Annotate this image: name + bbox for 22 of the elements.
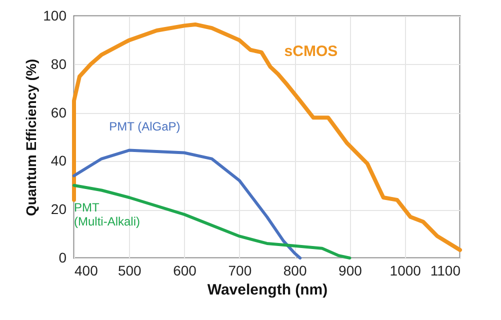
x-tick-label: 900 [338, 262, 362, 278]
line-series [72, 22, 462, 252]
series-label: sCMOS [284, 42, 338, 60]
series-label: PMT (AlGaP) [109, 119, 180, 134]
y-tick-label: 80 [50, 56, 67, 72]
y-tick-label: 100 [43, 8, 67, 24]
x-axis-title: Wavelength (nm) [207, 282, 328, 298]
x-tick-label: 1000 [390, 262, 422, 278]
y-tick-label: 60 [50, 104, 67, 120]
y-tick-label: 40 [50, 152, 67, 169]
x-tick-label: 500 [118, 262, 142, 278]
x-tick-label: 1100 [430, 262, 461, 278]
y-tick-label: 0 [58, 250, 67, 266]
line-series [72, 184, 352, 260]
line-series [72, 148, 302, 260]
series-label: PMT (Multi-Alkali) [74, 200, 140, 228]
x-tick-label: 400 [74, 262, 98, 278]
y-axis-title: Quantum Efficiency (%) [23, 58, 40, 216]
x-tick-label: 600 [173, 262, 197, 278]
x-tick-label: 700 [228, 262, 252, 278]
x-tick-label: 800 [283, 262, 307, 278]
y-tick-label: 20 [50, 201, 67, 218]
